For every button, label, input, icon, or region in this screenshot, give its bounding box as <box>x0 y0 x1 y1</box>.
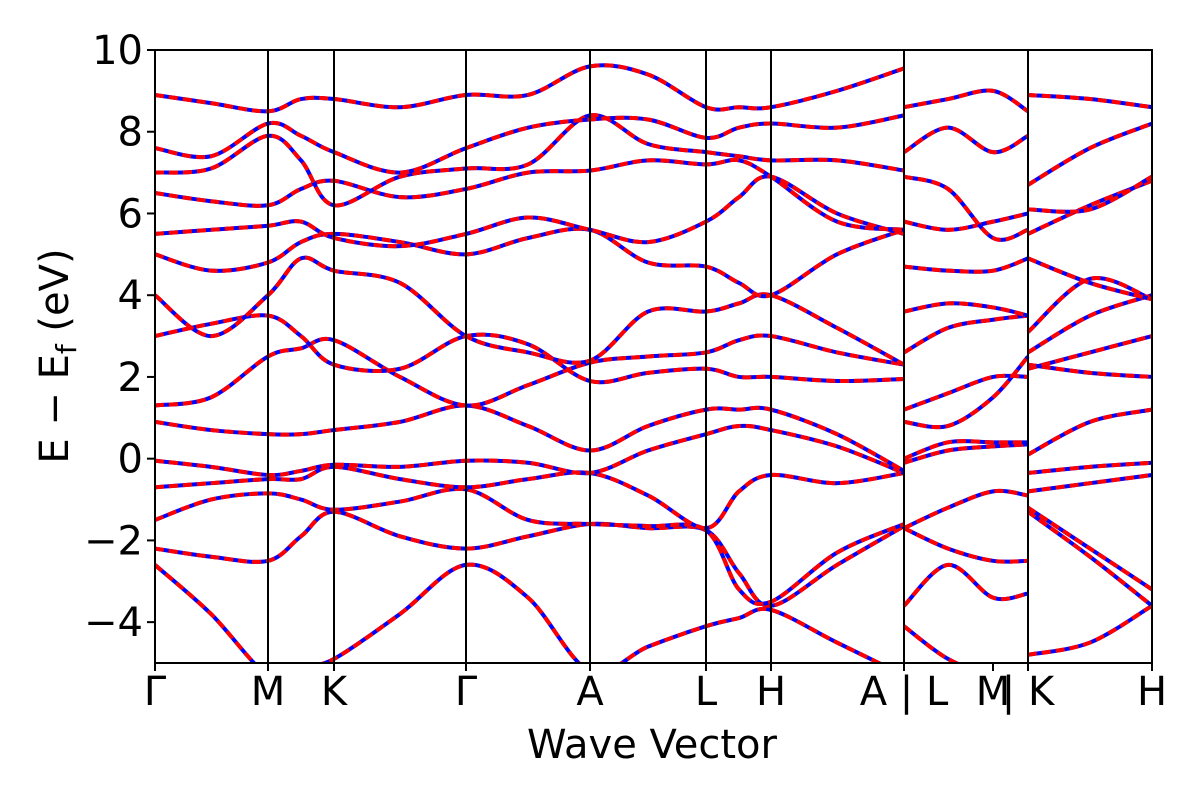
y-label-main: E − E <box>32 354 78 464</box>
y-tick-label: 2 <box>118 355 143 401</box>
y-tick-label: −4 <box>84 600 143 646</box>
x-tick-label: L <box>695 669 718 715</box>
y-axis-label: E − Ef (eV) <box>32 248 83 463</box>
y-tick-label: 8 <box>118 110 143 156</box>
band-line <box>155 486 1152 607</box>
band-line <box>155 63 1152 114</box>
band-line <box>155 313 1152 412</box>
x-tick-label: A | L <box>860 669 949 715</box>
band-line <box>155 313 1152 412</box>
band-line <box>155 562 1152 663</box>
x-tick-label: Γ <box>455 669 478 715</box>
band-line <box>155 486 1152 607</box>
band-line <box>155 333 1152 430</box>
x-tick-label: | K <box>1002 669 1056 715</box>
y-tick-label: 6 <box>118 191 143 237</box>
x-tick-label: Γ <box>144 669 167 715</box>
x-tick-label: M <box>976 669 1011 715</box>
x-tick-label: M <box>251 669 286 715</box>
plot-lines <box>155 63 1152 663</box>
band-line <box>155 562 1152 663</box>
y-tick-label: 0 <box>118 437 143 483</box>
band-line <box>155 464 1152 531</box>
band-line <box>155 403 1152 473</box>
band-line <box>155 174 1152 302</box>
y-label-unit: (eV) <box>32 248 78 344</box>
y-tick-label: −2 <box>84 518 143 564</box>
plot-frame <box>154 49 1153 664</box>
band-line <box>155 113 1152 242</box>
x-axis-label: Wave Vector <box>527 722 778 768</box>
x-tick-label: K <box>321 669 349 715</box>
band-line <box>155 423 1152 478</box>
y-label-sub: f <box>50 343 83 354</box>
band-line <box>155 113 1152 187</box>
x-tick-label: H <box>756 669 786 715</box>
y-tick-label: 10 <box>92 28 143 74</box>
band-line <box>155 226 1152 334</box>
x-tick-label: A <box>576 669 604 715</box>
x-tick-label: H <box>1137 669 1167 715</box>
band-line <box>155 63 1152 114</box>
y-tick-label: 4 <box>118 273 143 319</box>
band-line <box>155 403 1152 473</box>
